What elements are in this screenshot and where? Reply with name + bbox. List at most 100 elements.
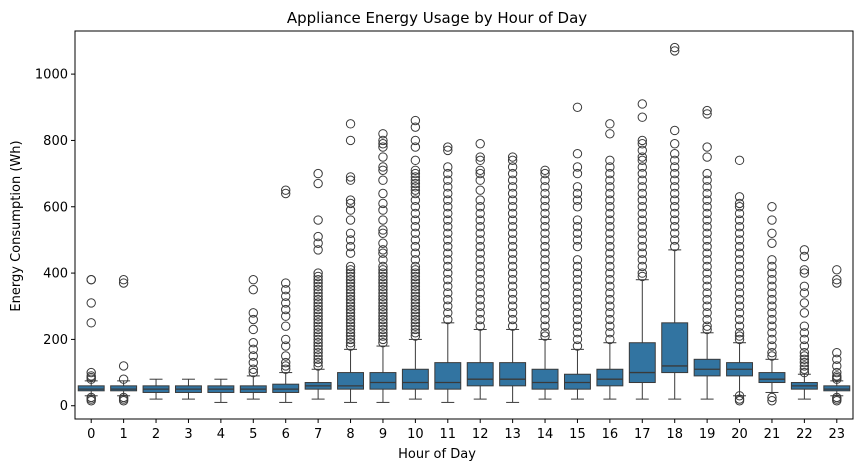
outlier-point <box>313 324 323 335</box>
x-tick-label: 13 <box>504 427 521 442</box>
outlier-point <box>702 324 712 335</box>
outlier-point <box>345 334 356 345</box>
outlier-point <box>572 268 583 278</box>
outlier-point <box>443 182 453 192</box>
outlier-point <box>443 301 453 311</box>
outlier-point <box>118 361 129 371</box>
outlier-point <box>281 321 291 331</box>
outlier-point <box>345 241 356 252</box>
outlier-point <box>410 288 421 298</box>
outlier-point <box>378 271 388 282</box>
outlier-point <box>767 294 777 305</box>
outlier-point <box>410 195 421 205</box>
chart-title: Appliance Energy Usage by Hour of Day <box>287 9 587 27</box>
outlier-point <box>475 139 485 149</box>
outlier-point <box>313 168 323 179</box>
outlier-point <box>313 331 323 341</box>
x-tick-label: 11 <box>440 427 457 442</box>
outlier-point <box>475 235 485 245</box>
outlier-point <box>832 278 842 288</box>
outlier-point <box>734 268 745 278</box>
outlier-point <box>767 392 777 403</box>
outlier-point <box>670 125 680 136</box>
outlier-point <box>378 328 388 338</box>
outlier-point <box>734 221 745 232</box>
outlier-point <box>670 228 680 238</box>
outlier-point <box>313 354 323 365</box>
outlier-point <box>605 261 615 272</box>
outlier-point <box>572 221 583 232</box>
outlier-point <box>313 318 323 328</box>
outlier-point <box>118 396 129 406</box>
outlier-point <box>410 228 421 238</box>
outlier-point <box>443 195 453 205</box>
outlier-point <box>378 298 388 308</box>
outlier-point <box>313 291 323 301</box>
outlier-point <box>443 314 453 325</box>
outlier-point <box>734 391 745 401</box>
outlier-point <box>540 221 550 232</box>
x-tick-label: 14 <box>537 427 554 442</box>
outlier-point <box>378 308 388 318</box>
outlier-point <box>410 314 421 325</box>
y-tick-label: 800 <box>43 134 68 149</box>
x-tick-label: 20 <box>731 427 748 442</box>
outlier-point <box>281 298 291 308</box>
outlier-point <box>572 188 583 199</box>
outlier-point <box>605 241 615 252</box>
outlier-point <box>345 119 356 129</box>
box <box>401 368 429 390</box>
outlier-point <box>378 288 388 298</box>
outlier-point <box>475 294 485 305</box>
outlier-point <box>572 288 583 298</box>
outlier-point <box>670 235 680 245</box>
outlier-point <box>702 142 712 152</box>
outlier-point <box>767 347 777 358</box>
x-tick-label: 5 <box>249 427 257 442</box>
outlier-point <box>572 328 583 338</box>
outlier-point <box>443 248 453 258</box>
outlier-point <box>670 182 680 192</box>
outlier-point <box>799 245 810 255</box>
outlier-point <box>410 308 421 318</box>
outlier-point <box>734 255 745 265</box>
outlier-point <box>248 338 258 348</box>
x-tick-label: 22 <box>796 427 813 442</box>
outlier-point <box>443 175 453 185</box>
outlier-point <box>702 152 712 162</box>
outlier-point <box>670 241 680 252</box>
outlier-point <box>378 139 388 149</box>
outlier-point <box>410 135 421 146</box>
outlier-point <box>410 168 421 179</box>
outlier-point <box>767 314 777 325</box>
outlier-point <box>86 318 96 328</box>
outlier-point <box>637 99 647 109</box>
box <box>758 372 786 384</box>
outlier-point <box>637 228 647 238</box>
outlier-point <box>540 281 550 292</box>
outlier-point <box>507 261 518 272</box>
outlier-point <box>507 308 518 318</box>
outlier-point <box>637 248 647 258</box>
outlier-point <box>540 241 550 252</box>
outlier-point <box>670 202 680 212</box>
outlier-point <box>637 271 647 282</box>
outlier-point <box>86 275 96 285</box>
x-tick-label: 9 <box>379 427 387 442</box>
outlier-point <box>345 331 356 341</box>
outlier-point <box>410 311 421 321</box>
outlier-point <box>410 321 421 331</box>
x-tick-label: 2 <box>152 427 160 442</box>
outlier-point <box>572 215 583 225</box>
outlier-point <box>540 275 550 285</box>
outlier-point <box>313 341 323 351</box>
outlier-point <box>378 301 388 311</box>
outlier-point <box>734 215 745 225</box>
outlier-point <box>734 331 745 341</box>
outlier-point <box>378 284 388 295</box>
box <box>563 373 591 390</box>
x-tick-label: 8 <box>346 427 354 442</box>
outlier-point <box>702 275 712 285</box>
outlier-point <box>345 228 356 238</box>
outlier-point <box>637 241 647 252</box>
